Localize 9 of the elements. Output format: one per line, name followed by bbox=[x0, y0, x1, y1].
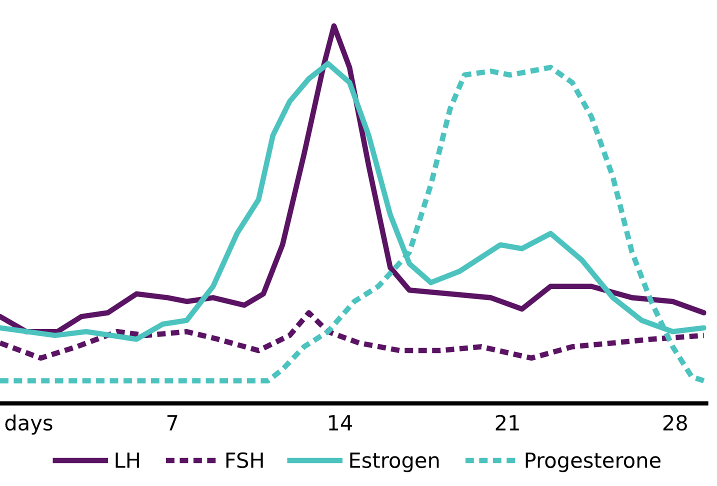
x-tick-label: 7 bbox=[167, 415, 178, 430]
x-tick-label: 21 bbox=[496, 414, 519, 430]
legend-label: Estrogen bbox=[350, 452, 439, 472]
x-tick-label: days bbox=[5, 414, 52, 435]
legend-label: FSH bbox=[226, 452, 263, 468]
legend-label: LH bbox=[116, 452, 139, 468]
legend-label: Progesterone bbox=[526, 452, 660, 472]
x-tick-label: 28 bbox=[663, 414, 687, 431]
x-tick-label: 14 bbox=[328, 415, 352, 430]
